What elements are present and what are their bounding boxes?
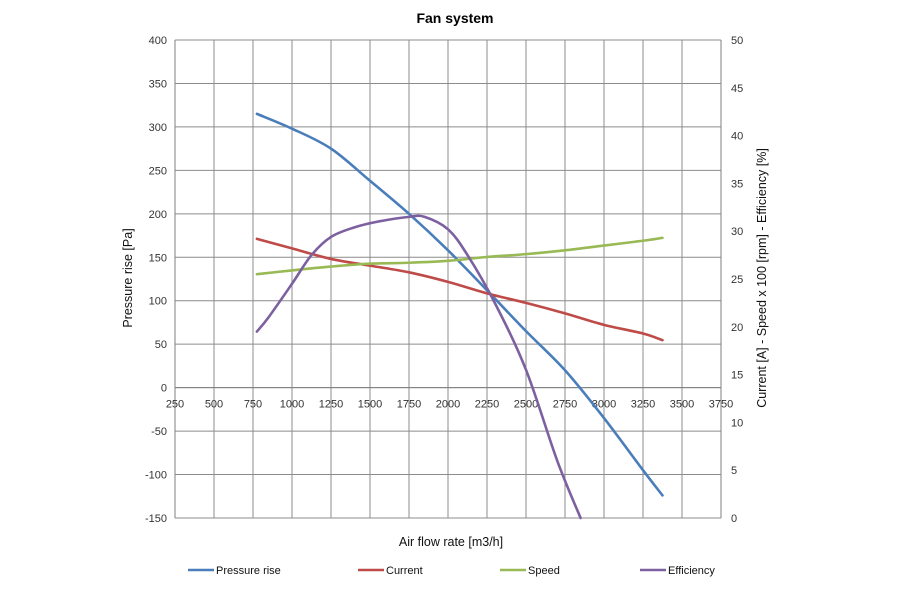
y2-tick-label: 5	[731, 465, 737, 477]
y-tick-label: -100	[145, 470, 167, 482]
y-tick-label: 200	[149, 209, 167, 221]
series-line-current	[255, 237, 664, 342]
y-tick-label: 300	[149, 122, 167, 134]
x-tick-label: 750	[244, 399, 262, 411]
x-tick-label: 2000	[436, 399, 460, 411]
x-tick-label: 1500	[358, 399, 382, 411]
y2-tick-label: 45	[731, 83, 743, 95]
x-tick-label: 250	[166, 399, 184, 411]
y2-axis-label: Current [A] - Speed x 100 [rpm] - Effici…	[755, 148, 769, 408]
series-line-speed	[255, 236, 664, 276]
legend-label-efficiency: Efficiency	[668, 565, 715, 577]
legend: Pressure rise Current Speed Efficiency	[188, 565, 715, 577]
y-tick-label: -150	[145, 513, 167, 525]
y2-tick-label: 35	[731, 178, 743, 190]
y2-tick-label: 30	[731, 226, 743, 238]
y2-tick-label: 10	[731, 417, 743, 429]
axes: 250 500 750 1000 1250 1500 1750 2000 2250 2500 275…	[145, 35, 743, 525]
y2-tick-label: 25	[731, 274, 743, 286]
x-tick-label: 1750	[397, 399, 421, 411]
y-tick-label: 350	[149, 78, 167, 90]
x-tick-label: 500	[205, 399, 223, 411]
x-tick-label: 2250	[475, 399, 499, 411]
y-tick-label: 0	[161, 383, 167, 395]
x-tick-label: 3750	[709, 399, 733, 411]
y-tick-label: 400	[149, 35, 167, 47]
y-tick-label: 50	[155, 339, 167, 351]
x-tick-label: 3250	[631, 399, 655, 411]
y2-tick-label: 15	[731, 370, 743, 382]
series-lines	[255, 112, 664, 520]
x-axis-label: Air flow rate [m3/h]	[399, 535, 503, 549]
y2-tick-label: 0	[731, 513, 737, 525]
grid	[174, 39, 722, 519]
x-tick-label: 2750	[553, 399, 577, 411]
x-tick-label: 3000	[592, 399, 616, 411]
y-tick-label: 100	[149, 296, 167, 308]
x-tick-label: 1250	[319, 399, 343, 411]
y-tick-label: 250	[149, 165, 167, 177]
x-tick-label: 3500	[670, 399, 694, 411]
y-tick-label: 150	[149, 252, 167, 264]
legend-label-speed: Speed	[528, 565, 560, 577]
series-line-pressure-rise	[255, 112, 664, 497]
x-tick-label: 2500	[514, 399, 538, 411]
y2-tick-label: 50	[731, 35, 743, 47]
legend-label-current: Current	[386, 565, 423, 577]
y-tick-label: -50	[151, 426, 167, 438]
y2-tick-label: 20	[731, 322, 743, 334]
y2-tick-label: 40	[731, 131, 743, 143]
legend-label-pressure-rise: Pressure rise	[216, 565, 281, 577]
series-line-efficiency	[255, 214, 582, 520]
chart-title: Fan system	[416, 10, 493, 26]
y-axis-label: Pressure rise [Pa]	[121, 228, 135, 327]
x-tick-label: 1000	[280, 399, 304, 411]
